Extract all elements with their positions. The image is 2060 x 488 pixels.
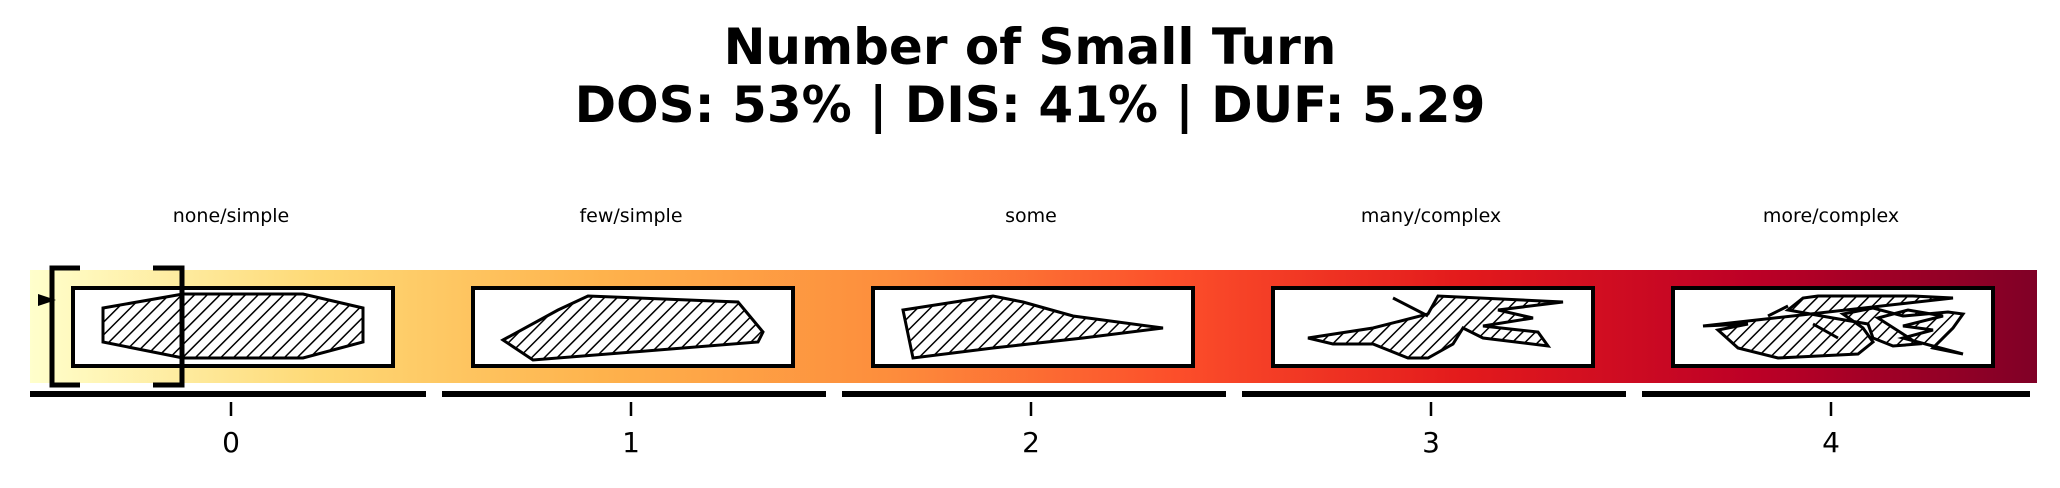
level-0-category-label: none/simple [173,205,290,227]
level-4-cell [1671,286,1995,368]
level-0-cell [71,286,395,368]
title-line-2: DOS: 53% | DIS: 41% | DUF: 5.29 [574,76,1486,134]
level-1-value-label: 1 [622,426,640,459]
level-0-value-label: 0 [222,426,240,459]
level-4-value-label: 4 [1822,426,1840,459]
level-2-hatched-shape [901,294,1164,360]
level-4-category-label: more/complex [1763,205,1899,227]
level-2-cell [871,286,1195,368]
level-3-hatched-shape [1307,294,1564,360]
chart-title: Number of Small Turn DOS: 53% | DIS: 41%… [0,18,2060,134]
title-line-1: Number of Small Turn [723,18,1337,76]
level-4-stroke [1767,304,1789,318]
level-0-hatched-shape [101,292,365,360]
level-3-stroke [1392,296,1429,318]
level-2-category-label: some [1005,205,1057,227]
level-3-value-label: 3 [1422,426,1440,459]
selection-bracket [38,265,185,388]
level-3-cell [1271,286,1595,368]
level-3-category-label: many/complex [1361,205,1501,227]
level-2-value-label: 2 [1022,426,1040,459]
pointer-arrow-icon [38,294,56,306]
level-1-cell [471,286,795,368]
level-1-category-label: few/simple [579,205,682,227]
level-1-hatched-shape [500,294,765,362]
level-4-stroke [1812,322,1839,340]
level-4-hatched-shape [1702,294,1966,360]
